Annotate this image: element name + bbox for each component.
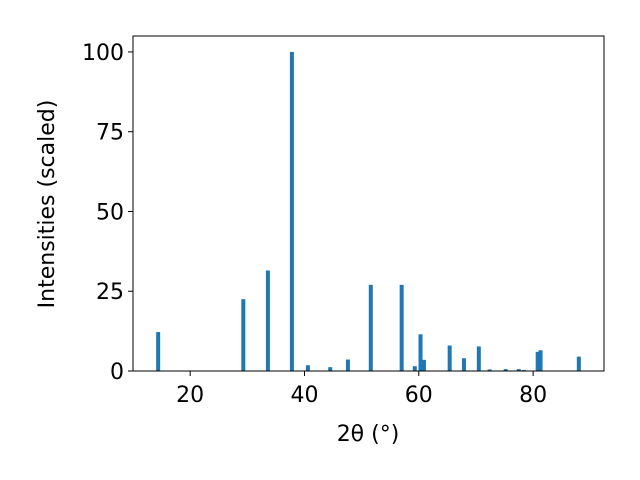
bar bbox=[156, 332, 161, 371]
y-tick-label: 0 bbox=[110, 360, 124, 385]
bar bbox=[503, 369, 508, 371]
bar bbox=[305, 365, 310, 371]
y-tick-label: 25 bbox=[96, 280, 124, 305]
bar bbox=[241, 299, 246, 371]
bar bbox=[447, 345, 452, 371]
y-tick-label: 100 bbox=[82, 41, 124, 66]
x-axis-label: 2θ (°) bbox=[337, 422, 400, 447]
bar bbox=[345, 359, 350, 371]
bar bbox=[418, 334, 423, 371]
x-tick-label: 40 bbox=[290, 383, 318, 408]
y-tick-label: 75 bbox=[96, 121, 124, 146]
bar bbox=[412, 366, 417, 371]
y-axis-label: Intensities (scaled) bbox=[35, 100, 60, 309]
bar bbox=[535, 351, 540, 371]
plot-frame bbox=[132, 35, 605, 372]
bar bbox=[421, 359, 426, 371]
y-tick-label: 50 bbox=[96, 200, 124, 225]
x-tick-label: 60 bbox=[405, 383, 433, 408]
bar bbox=[399, 284, 404, 371]
bar bbox=[516, 369, 521, 371]
bar bbox=[461, 358, 466, 371]
bar bbox=[476, 346, 481, 371]
bar bbox=[265, 270, 270, 371]
bar bbox=[538, 350, 543, 371]
bar bbox=[328, 367, 333, 371]
bar bbox=[576, 356, 581, 371]
x-tick-label: 80 bbox=[519, 383, 547, 408]
bar bbox=[289, 51, 294, 371]
x-tick-label: 20 bbox=[176, 383, 204, 408]
bar bbox=[487, 369, 492, 371]
bar bbox=[368, 284, 373, 371]
